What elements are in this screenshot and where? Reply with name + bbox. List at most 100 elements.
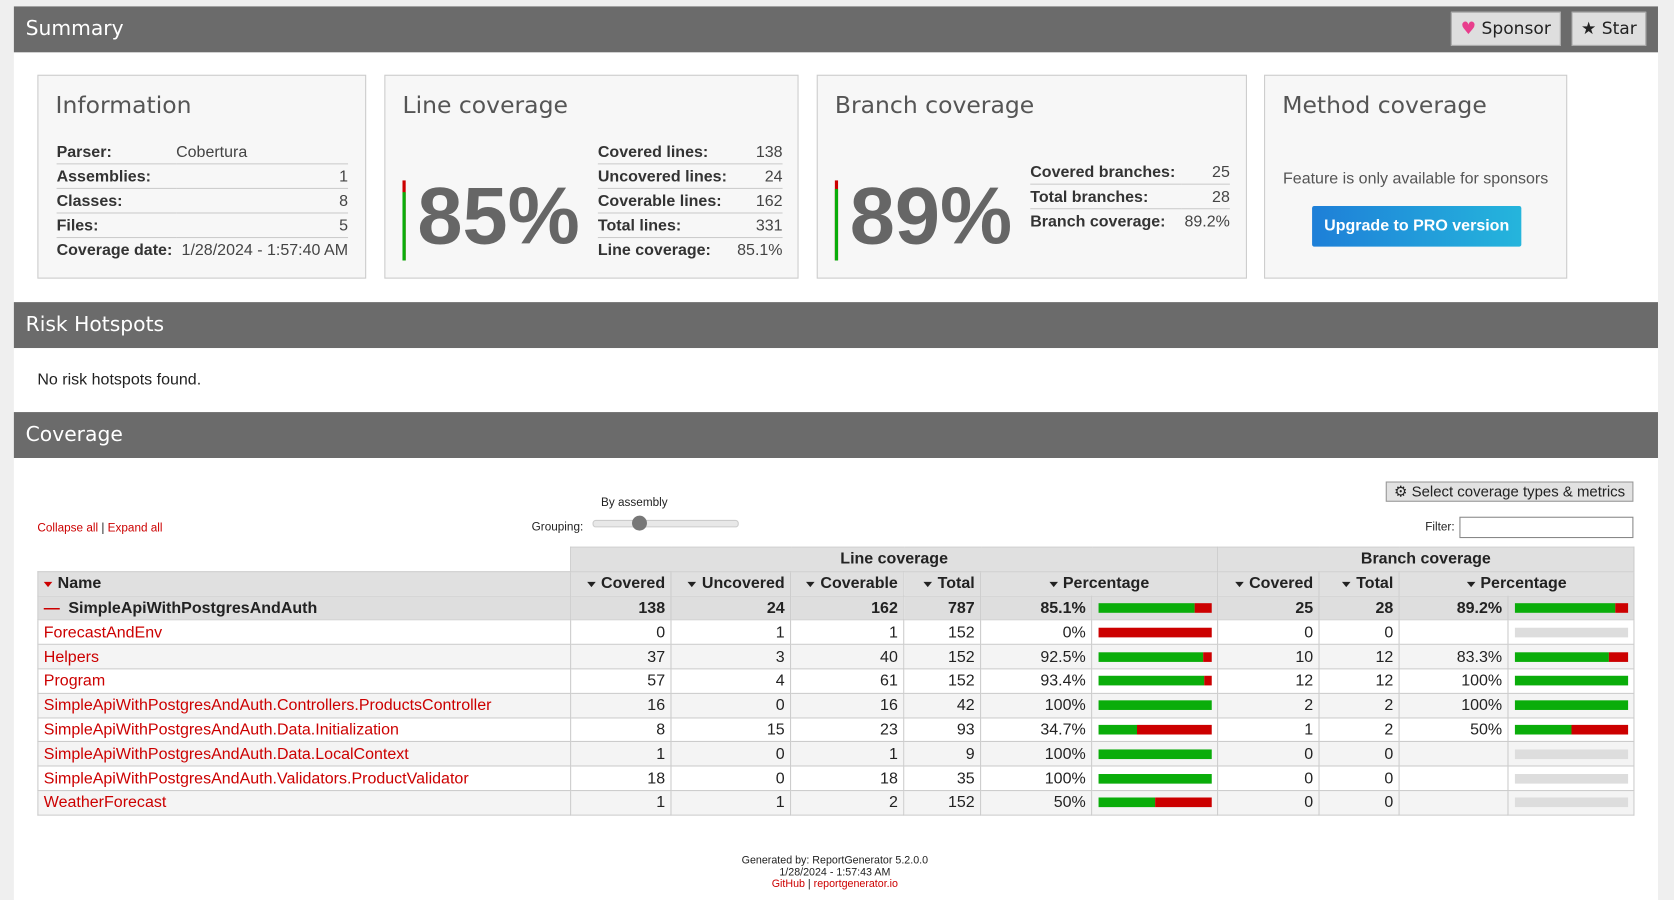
class-row: WeatherForecast 1 1 2 152 50% 0 0 bbox=[37, 789, 1635, 816]
covered-bar bbox=[1098, 700, 1212, 711]
upgrade-button[interactable]: Upgrade to PRO version bbox=[1312, 206, 1522, 247]
number-cell: 2 bbox=[790, 789, 905, 816]
expand-all[interactable]: Expand all bbox=[107, 522, 163, 535]
number-cell: 9 bbox=[903, 741, 982, 767]
grouping-value: By assembly bbox=[601, 496, 668, 510]
column-header[interactable]: Name bbox=[37, 570, 572, 597]
class-name[interactable]: SimpleApiWithPostgresAndAuth.Data.Initia… bbox=[43, 720, 399, 739]
sort-icon bbox=[43, 581, 53, 587]
assembly-name: SimpleApiWithPostgresAndAuth bbox=[68, 598, 318, 618]
info-label: Classes: bbox=[56, 188, 177, 214]
filter-input[interactable] bbox=[1459, 516, 1634, 539]
percentage-cell: 100% bbox=[1398, 692, 1509, 719]
class-name[interactable]: SimpleApiWithPostgresAndAuth.Controllers… bbox=[43, 696, 492, 715]
column-header[interactable]: Covered bbox=[1217, 570, 1320, 597]
information-table: Parser: Cobertura Assemblies: 1 Classes: 8 Fil… bbox=[56, 139, 349, 262]
column-label: Uncovered bbox=[701, 574, 785, 593]
number-cell: 0 bbox=[670, 741, 792, 767]
percentage-cell: 100% bbox=[980, 765, 1093, 792]
number-cell: 0 bbox=[1318, 741, 1400, 767]
coverage-bar bbox=[1098, 651, 1212, 662]
class-name[interactable]: Helpers bbox=[43, 647, 99, 666]
column-header[interactable]: Total bbox=[903, 570, 982, 597]
number-cell: 3 bbox=[670, 643, 792, 670]
expand-controls: Collapse all | Expand all bbox=[37, 522, 163, 535]
number-cell: 787 bbox=[903, 595, 982, 621]
footer-link[interactable]: GitHub bbox=[771, 878, 805, 891]
column-header[interactable]: Percentage bbox=[980, 570, 1219, 597]
class-name[interactable]: WeatherForecast bbox=[43, 793, 167, 812]
number-cell: 138 bbox=[570, 595, 672, 621]
info-label: Coverable lines: bbox=[597, 188, 735, 214]
collapse-all[interactable]: Collapse all bbox=[37, 522, 99, 535]
column-header[interactable]: Uncovered bbox=[670, 570, 792, 597]
uncovered-bar bbox=[1608, 651, 1628, 662]
number-cell: 0 bbox=[1217, 765, 1320, 792]
info-label: Uncovered lines: bbox=[597, 163, 735, 189]
grouping-slider[interactable] bbox=[592, 515, 739, 531]
info-value: 162 bbox=[734, 188, 783, 214]
bar-cell bbox=[1507, 643, 1635, 670]
number-cell: 1 bbox=[670, 619, 792, 646]
coverage-bar bbox=[1098, 627, 1212, 638]
column-header[interactable]: Total bbox=[1318, 570, 1400, 597]
info-value: 28 bbox=[1182, 184, 1230, 210]
column-header[interactable]: Percentage bbox=[1398, 570, 1635, 597]
coverage-bar bbox=[1098, 603, 1212, 613]
select-metrics-button[interactable]: ⚙ Select coverage types & metrics bbox=[1385, 481, 1634, 502]
sponsor-button[interactable]: ♥ Sponsor bbox=[1450, 11, 1561, 46]
bar-cell bbox=[1507, 668, 1635, 694]
covered-bar bbox=[1514, 700, 1628, 711]
number-cell: 93 bbox=[903, 716, 982, 743]
class-name[interactable]: SimpleApiWithPostgresAndAuth.Data.LocalC… bbox=[43, 744, 409, 764]
number-cell: 37 bbox=[570, 643, 672, 670]
slider-thumb[interactable] bbox=[632, 515, 647, 531]
number-cell: 10 bbox=[1217, 643, 1320, 670]
number-cell: 152 bbox=[903, 668, 982, 694]
class-row: Helpers 37 3 40 152 92.5% 10 12 83.3% bbox=[37, 643, 1635, 670]
uncovered-bar bbox=[1203, 676, 1212, 686]
number-cell: 1 bbox=[790, 741, 905, 767]
class-name[interactable]: SimpleApiWithPostgresAndAuth.Validators.… bbox=[43, 769, 469, 788]
bar-cell bbox=[1091, 619, 1219, 646]
name-cell: — SimpleApiWithPostgresAndAuth bbox=[37, 595, 572, 621]
number-cell: 1 bbox=[570, 789, 672, 816]
card-title: Line coverage bbox=[402, 92, 568, 120]
number-cell: 0 bbox=[670, 765, 792, 792]
class-name[interactable]: ForecastAndEnv bbox=[43, 623, 163, 642]
number-cell: 12 bbox=[1318, 643, 1400, 670]
percentage-cell: 34.7% bbox=[980, 716, 1093, 743]
info-label: Line coverage: bbox=[597, 240, 711, 259]
bar-cell bbox=[1091, 765, 1219, 792]
info-label: Coverage date: bbox=[56, 240, 173, 259]
collapse-icon[interactable]: — bbox=[43, 598, 60, 618]
column-header[interactable]: Covered bbox=[570, 570, 672, 597]
class-row: Program 57 4 61 152 93.4% 12 12 100% bbox=[37, 668, 1635, 694]
number-cell: 0 bbox=[1217, 741, 1320, 767]
footer-link[interactable]: reportgenerator.io bbox=[813, 878, 898, 891]
page: Summary ♥ Sponsor ★ Star Information Par… bbox=[13, 6, 1658, 900]
info-label: Total branches: bbox=[1030, 184, 1183, 210]
column-label: Percentage bbox=[1062, 574, 1150, 593]
summary-header: Summary bbox=[13, 6, 1658, 53]
info-row: Coverable lines: 162 bbox=[597, 188, 783, 214]
coverage-bar bbox=[1514, 676, 1628, 686]
info-row: Total branches: 28 bbox=[1030, 184, 1230, 210]
info-value: 1/28/2024 - 1:57:40 AM bbox=[181, 240, 349, 259]
coverage-percent: 85% bbox=[417, 170, 580, 262]
info-row: Covered branches: 25 bbox=[1030, 160, 1230, 185]
card-title: Method coverage bbox=[1282, 92, 1487, 120]
star-button[interactable]: ★ Star bbox=[1571, 11, 1647, 46]
select-metrics-label: Select coverage types & metrics bbox=[1411, 482, 1626, 500]
filter-label: Filter: bbox=[1425, 520, 1455, 534]
class-name[interactable]: Program bbox=[43, 671, 106, 691]
column-label: Total bbox=[937, 574, 975, 593]
number-cell: 15 bbox=[670, 716, 792, 743]
coverage-bar bbox=[1098, 724, 1212, 735]
bar-cell bbox=[1091, 716, 1219, 743]
percentage-cell: 50% bbox=[980, 789, 1093, 816]
column-header[interactable]: Coverable bbox=[790, 570, 905, 597]
assembly-row: — SimpleApiWithPostgresAndAuth 138 24 162 787… bbox=[37, 595, 1635, 621]
info-row: Classes: 8 bbox=[56, 188, 349, 214]
